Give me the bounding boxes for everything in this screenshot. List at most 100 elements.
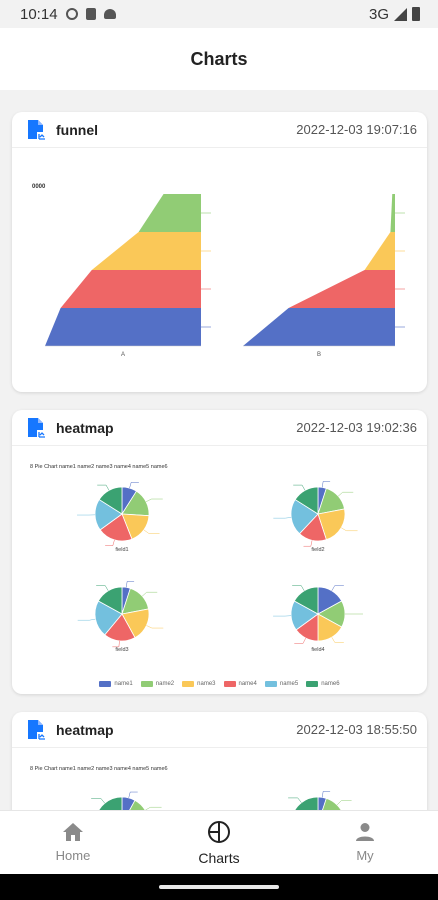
pie-label-line <box>273 517 292 519</box>
chart-legend: name1 name2 name3 name4 name5 name6 <box>12 681 427 687</box>
funnel-B-stage2 <box>364 232 395 270</box>
legend-item[interactable]: name6 <box>306 681 340 687</box>
pie-label-line <box>292 585 305 591</box>
person-icon <box>356 823 374 841</box>
pie-label-line <box>91 798 105 804</box>
funnel-chart: 0000 A B <box>12 148 427 392</box>
legend-label: name3 <box>197 681 216 687</box>
home-gesture-bar[interactable] <box>159 885 279 889</box>
pie-label-line <box>338 491 354 497</box>
pie-name-label: field2 <box>311 547 324 553</box>
pie-slice-6 <box>98 486 123 515</box>
funnel-category-label: B <box>317 352 321 358</box>
pie-chart-grid: 8 Pie Chart name1 name2 name3 name4 name… <box>12 748 427 810</box>
pie-label-line <box>105 539 115 546</box>
chart-icon <box>208 820 230 843</box>
legend-item[interactable]: name5 <box>264 681 299 687</box>
card-header: funnel 2022-12-03 19:07:16 <box>12 112 427 148</box>
funnel-A-stage3 <box>60 270 201 308</box>
card-timestamp: 2022-12-03 19:07:16 <box>296 122 417 137</box>
funnel-chart-svg: 0000 A B <box>32 184 405 358</box>
pie-label-line <box>336 800 352 806</box>
chart-title: 0000 <box>32 184 46 190</box>
pie-label-line <box>145 806 162 810</box>
pie-chart-svg: 8 Pie Chart name1 name2 name3 name4 name… <box>30 464 363 653</box>
legend-label: name4 <box>238 681 257 687</box>
tab-my-label: My <box>356 848 374 863</box>
legend-swatch <box>223 681 236 687</box>
chart-title: 8 Pie Chart name1 name2 name3 name4 name… <box>30 464 168 470</box>
legend-item[interactable]: name1 <box>99 681 133 687</box>
tab-charts[interactable]: Charts <box>146 811 292 874</box>
pie-slice-5 <box>94 600 123 636</box>
chart-file-icon <box>28 417 46 439</box>
tab-my[interactable]: My <box>292 811 438 874</box>
pie-name-label: field1 <box>115 547 128 553</box>
pie-slice-6 <box>98 796 123 810</box>
pie-label-line <box>129 482 139 489</box>
legend-item[interactable]: name2 <box>140 681 174 687</box>
legend-item[interactable]: name4 <box>223 681 257 687</box>
pie-label-line <box>142 591 158 597</box>
pie-chart-grid: 8 Pie Chart name1 name2 name3 name4 name… <box>12 446 427 694</box>
card-title: heatmap <box>56 721 114 738</box>
pie-label-line <box>77 618 96 621</box>
legend-label: name5 <box>279 681 299 687</box>
pie-slice-2 <box>129 799 146 810</box>
signal-icon <box>394 7 407 21</box>
pie-slice-6 <box>293 586 319 615</box>
page-header: Charts <box>0 28 438 90</box>
pie-slice-6 <box>294 486 319 515</box>
pie-label-line <box>331 637 344 643</box>
chart-card-funnel[interactable]: funnel 2022-12-03 19:07:16 0000 A B <box>12 112 427 392</box>
pie-label-line <box>288 797 302 803</box>
status-bar: 10:14 3G <box>0 0 438 28</box>
card-timestamp: 2022-12-03 18:55:50 <box>296 722 417 737</box>
pie-label-line <box>143 529 160 534</box>
chart-card-heatmap[interactable]: heatmap 2022-12-03 19:02:36 8 Pie Chart … <box>12 410 427 694</box>
chart-title: 8 Pie Chart name1 name2 name3 name4 name… <box>30 766 168 772</box>
sd-card-icon <box>85 8 96 20</box>
pie-slice-6 <box>97 586 123 615</box>
legend-swatch <box>264 681 277 687</box>
funnel-category-label: A <box>121 352 125 358</box>
pie-chart-svg: 8 Pie Chart name1 name2 name3 name4 name… <box>30 766 352 810</box>
pie-label-line <box>146 625 164 629</box>
pie-label-line <box>145 498 163 502</box>
tab-home[interactable]: Home <box>0 811 146 874</box>
system-nav-bar <box>0 874 438 900</box>
pie-label-line <box>303 540 313 547</box>
pie-label-line <box>125 581 135 588</box>
bottom-tab-bar: Home Charts My <box>0 810 438 874</box>
card-title: heatmap <box>56 419 114 436</box>
chart-list[interactable]: funnel 2022-12-03 19:07:16 0000 A B heatma… <box>0 90 438 810</box>
legend-swatch <box>99 681 112 687</box>
chart-card-heatmap-2[interactable]: heatmap 2022-12-03 18:55:50 8 Pie Chart … <box>12 712 427 810</box>
pie-label-line <box>128 791 138 798</box>
funnel-A-stage1 <box>138 194 201 232</box>
pie-slice-4 <box>99 513 133 542</box>
pie-name-label: field3 <box>115 647 128 653</box>
legend-swatch <box>140 681 153 687</box>
funnel-A-stage2 <box>91 232 201 270</box>
settings-status-icon <box>65 8 78 20</box>
pie-label-line <box>294 637 306 644</box>
legend-swatch <box>306 681 319 687</box>
network-type: 3G <box>368 5 389 23</box>
page-title: Charts <box>190 48 248 69</box>
pie-label-line <box>112 640 120 648</box>
tab-charts-label: Charts <box>198 849 240 866</box>
card-header: heatmap 2022-12-03 18:55:50 <box>12 712 427 748</box>
pie-name-label: field4 <box>311 647 324 653</box>
pie-slice-5 <box>290 498 319 535</box>
funnel-A-stage4 <box>45 308 201 346</box>
home-icon <box>63 823 83 841</box>
pie-label-line <box>341 527 358 532</box>
legend-item[interactable]: name3 <box>182 681 216 687</box>
pie-label-line <box>321 791 331 798</box>
card-timestamp: 2022-12-03 19:02:36 <box>296 420 417 435</box>
android-icon <box>103 9 116 19</box>
tab-home-label: Home <box>55 848 91 863</box>
pie-label-line <box>97 484 110 491</box>
pie-label-line <box>293 484 306 491</box>
